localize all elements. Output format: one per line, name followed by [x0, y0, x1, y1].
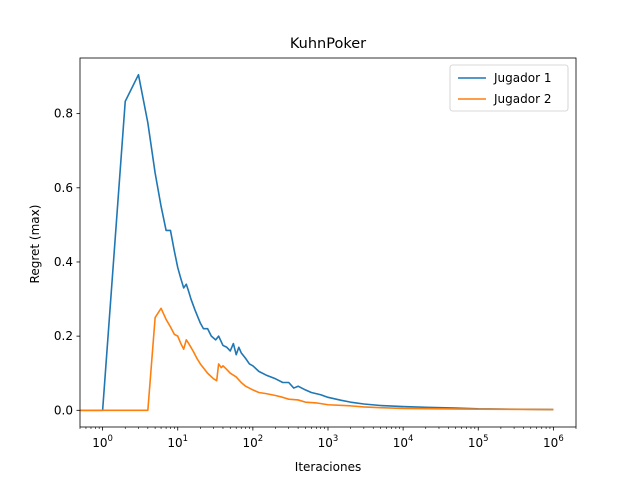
x-axis-label: Iteraciones	[295, 460, 361, 474]
x-tick-base: 10	[543, 436, 558, 450]
x-tick-exponent: 3	[333, 434, 338, 444]
chart-title: KuhnPoker	[290, 36, 366, 52]
series-line-1	[80, 73, 554, 412]
legend: Jugador 1 Jugador 2	[449, 64, 569, 112]
x-tick-label: 106	[543, 434, 564, 450]
x-tick-base: 10	[167, 436, 182, 450]
x-tick-base: 10	[393, 436, 408, 450]
x-tick-exponent: 5	[483, 434, 488, 444]
x-tick-exponent: 6	[558, 434, 563, 444]
y-tick-label: 0.6	[54, 181, 73, 195]
legend-label-2: Jugador 2	[493, 92, 551, 106]
x-tick-exponent: 0	[108, 434, 113, 444]
y-tick-label: 0.8	[54, 107, 73, 121]
x-tick-base: 10	[468, 436, 483, 450]
x-axis-ticks: 100 101 102 103 104 105 106	[79, 427, 577, 450]
x-tick-base: 10	[243, 436, 258, 450]
x-tick-label: 102	[243, 434, 264, 450]
x-tick-exponent: 2	[258, 434, 263, 444]
x-tick-label: 101	[167, 434, 188, 450]
legend-label-1: Jugador 1	[493, 71, 551, 85]
x-tick-label: 103	[318, 434, 339, 450]
x-tick-exponent: 4	[408, 434, 413, 444]
x-tick-exponent: 1	[183, 434, 188, 444]
x-tick-label: 100	[92, 434, 113, 450]
y-tick-label: 0.0	[54, 403, 73, 417]
y-tick-label: 0.2	[54, 329, 73, 343]
x-tick-base: 10	[318, 436, 333, 450]
x-tick-base: 10	[92, 436, 107, 450]
y-tick-label: 0.4	[54, 255, 73, 269]
x-tick-label: 105	[468, 434, 489, 450]
y-axis-ticks: 0.0 0.2 0.4 0.6 0.8	[54, 107, 80, 417]
y-axis-label: Regret (max)	[28, 205, 42, 284]
x-tick-label: 104	[393, 434, 414, 450]
series-line-2	[80, 307, 554, 412]
